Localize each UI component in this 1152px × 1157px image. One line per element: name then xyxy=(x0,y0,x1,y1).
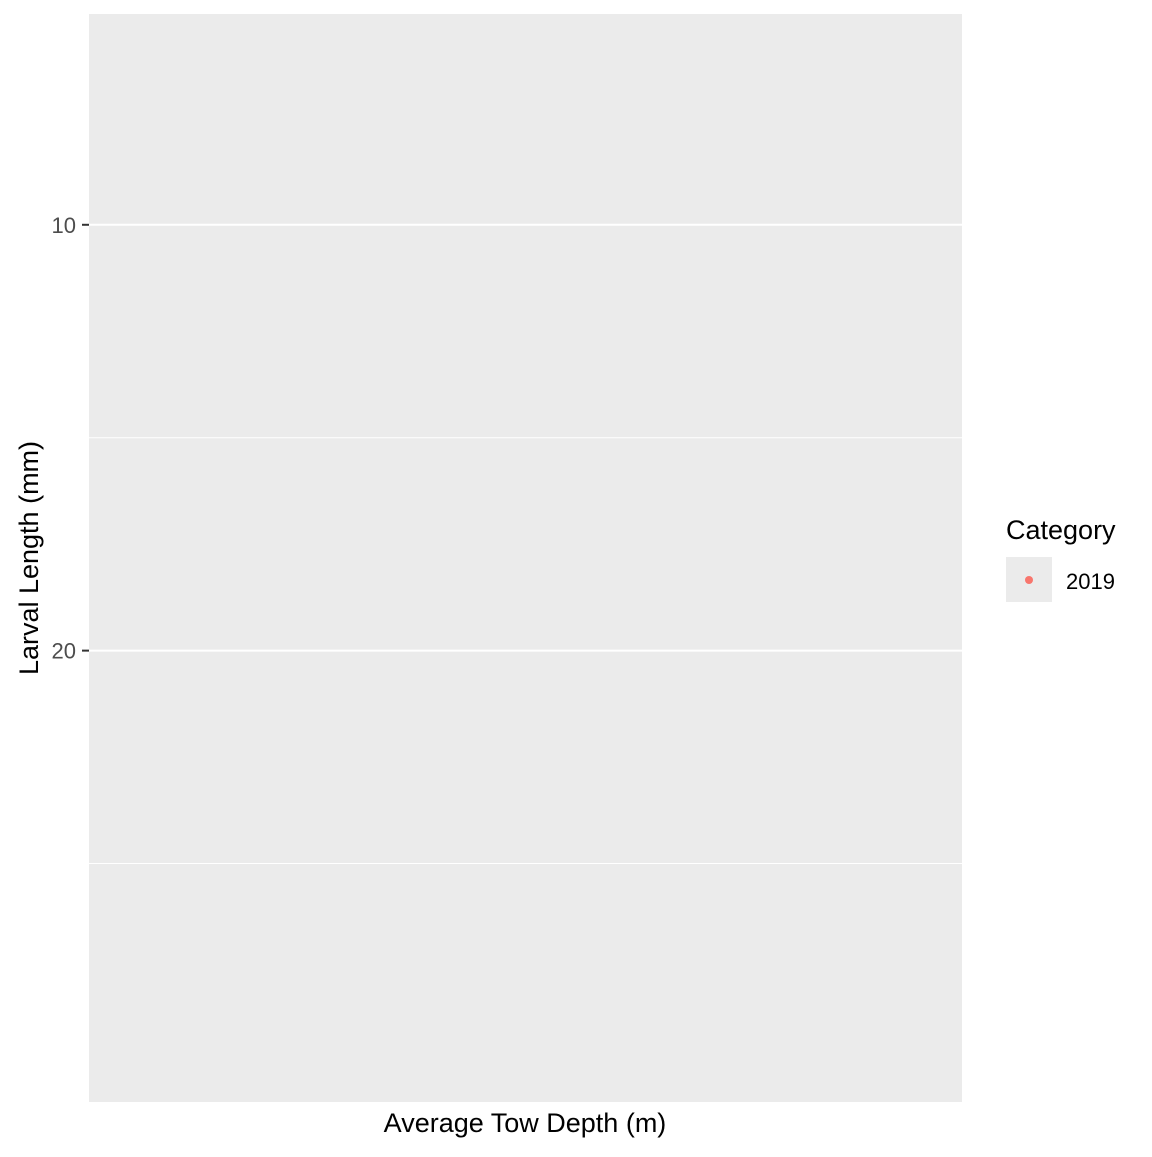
x-axis-label: Average Tow Depth (m) xyxy=(384,1108,667,1138)
legend-title: Category xyxy=(1006,515,1116,545)
y-tick-label: 10 xyxy=(52,213,76,238)
legend-item-label: 2019 xyxy=(1066,569,1115,594)
legend-key-dot xyxy=(1025,576,1033,584)
y-tick-label: 20 xyxy=(52,639,76,664)
gridlines xyxy=(89,11,962,865)
y-axis-label: Larval Length (mm) xyxy=(14,441,44,675)
legend: Category 2019 xyxy=(1006,515,1116,602)
plot-panel xyxy=(89,14,962,1102)
y-axis: 10 20 xyxy=(52,213,89,664)
